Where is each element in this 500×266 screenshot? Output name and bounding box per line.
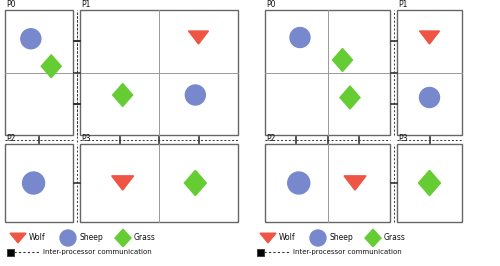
Text: P3: P3 xyxy=(81,134,90,143)
Text: P1: P1 xyxy=(81,0,90,9)
Circle shape xyxy=(22,172,44,194)
Bar xyxy=(80,10,238,135)
Text: P3: P3 xyxy=(398,134,407,143)
Text: P1: P1 xyxy=(398,0,407,9)
Polygon shape xyxy=(340,86,360,109)
Circle shape xyxy=(21,29,41,49)
Polygon shape xyxy=(115,229,131,247)
Bar xyxy=(5,144,73,222)
Bar xyxy=(80,144,238,222)
Circle shape xyxy=(288,172,310,194)
Text: Sheep: Sheep xyxy=(329,234,353,243)
Text: P0: P0 xyxy=(6,0,16,9)
Polygon shape xyxy=(41,55,61,78)
Polygon shape xyxy=(420,31,440,44)
Text: Wolf: Wolf xyxy=(29,234,46,243)
Polygon shape xyxy=(332,48,352,72)
Text: Grass: Grass xyxy=(384,234,406,243)
Bar xyxy=(256,248,264,256)
Text: P0: P0 xyxy=(266,0,276,9)
Circle shape xyxy=(186,85,206,105)
Polygon shape xyxy=(260,233,276,243)
Text: P2: P2 xyxy=(6,134,16,143)
Polygon shape xyxy=(365,229,381,247)
Text: Inter-processor communication: Inter-processor communication xyxy=(43,249,152,255)
Bar xyxy=(265,144,390,222)
Bar xyxy=(265,10,390,135)
Circle shape xyxy=(60,230,76,246)
Bar xyxy=(397,10,462,135)
Circle shape xyxy=(310,230,326,246)
Bar xyxy=(6,248,14,256)
Text: Sheep: Sheep xyxy=(79,234,103,243)
Bar xyxy=(397,144,462,222)
Polygon shape xyxy=(344,176,366,190)
Text: Wolf: Wolf xyxy=(279,234,295,243)
Polygon shape xyxy=(188,31,208,44)
Circle shape xyxy=(290,27,310,48)
Text: Inter-processor communication: Inter-processor communication xyxy=(293,249,402,255)
Circle shape xyxy=(420,88,440,107)
Polygon shape xyxy=(418,170,440,196)
Text: P2: P2 xyxy=(266,134,276,143)
Text: Grass: Grass xyxy=(134,234,156,243)
Polygon shape xyxy=(184,170,206,196)
Polygon shape xyxy=(112,84,132,106)
Polygon shape xyxy=(112,176,134,190)
Polygon shape xyxy=(10,233,26,243)
Bar xyxy=(5,10,73,135)
